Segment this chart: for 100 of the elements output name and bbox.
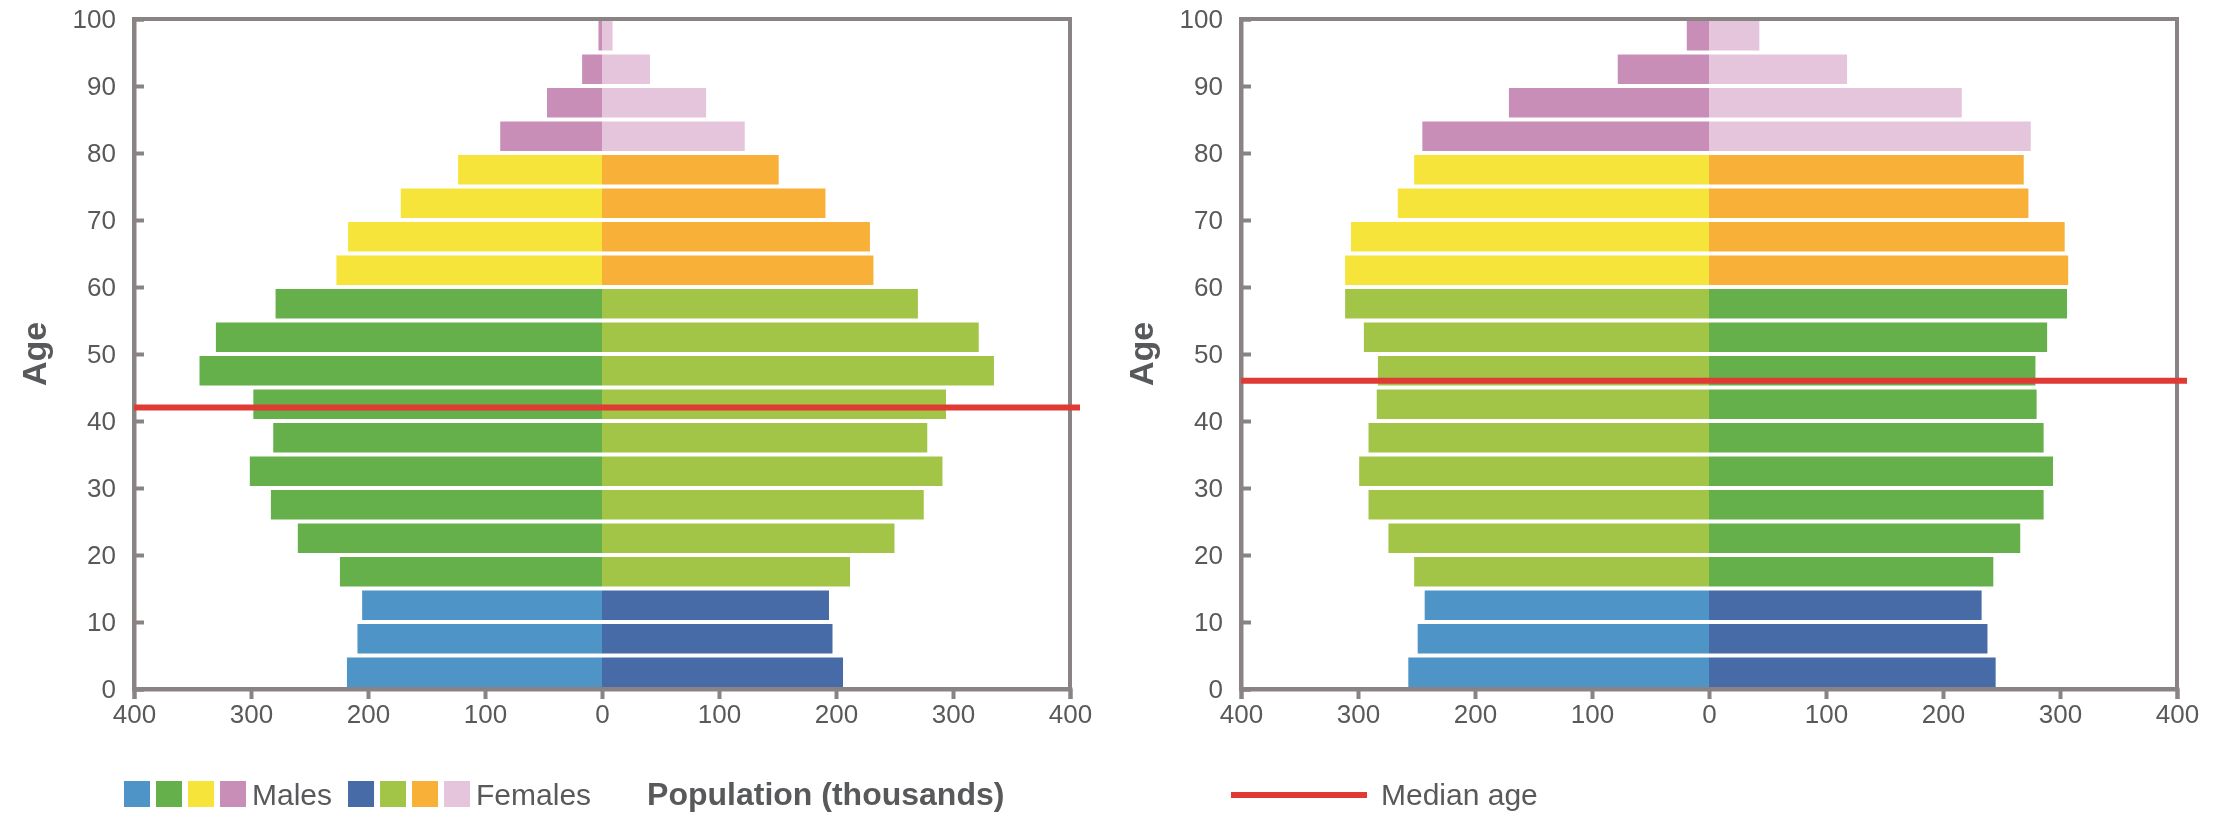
bar xyxy=(602,523,895,553)
bar xyxy=(547,88,602,118)
bar xyxy=(602,121,745,151)
y-tick-label: 40 xyxy=(87,405,116,436)
y-tick-label: 50 xyxy=(87,338,116,369)
bar xyxy=(500,121,602,151)
bar xyxy=(602,188,826,218)
bar xyxy=(1709,54,1848,84)
bar xyxy=(1617,54,1709,84)
x-tick-label: 100 xyxy=(1804,699,1849,730)
y-tick-label: 100 xyxy=(72,3,116,34)
bar xyxy=(1424,590,1709,620)
bar xyxy=(1417,624,1709,654)
bar xyxy=(297,523,602,553)
bar xyxy=(602,155,779,185)
bar xyxy=(362,590,602,620)
x-tick-label: 300 xyxy=(931,699,976,730)
bar xyxy=(1709,289,2068,319)
bar xyxy=(1414,557,1709,587)
bar xyxy=(1345,289,1709,319)
bar xyxy=(1408,657,1709,687)
bar xyxy=(1709,188,2029,218)
bar xyxy=(346,657,602,687)
bar xyxy=(602,222,870,252)
bar xyxy=(1709,121,2031,151)
bar xyxy=(1709,155,2024,185)
bar xyxy=(1709,557,1994,587)
bar xyxy=(602,322,979,352)
y-axis-title: Age xyxy=(15,321,53,387)
bar xyxy=(336,255,602,285)
x-tick-label: 100 xyxy=(463,699,508,730)
x-tick-label: 200 xyxy=(1453,699,1498,730)
bar xyxy=(1508,88,1709,118)
bar xyxy=(357,624,602,654)
y-tick-label: 70 xyxy=(1194,204,1223,235)
legend-label: Median age xyxy=(1381,778,1538,811)
y-tick-label: 60 xyxy=(87,271,116,302)
y-tick-label: 40 xyxy=(1194,405,1223,436)
bar xyxy=(1709,322,2048,352)
bar xyxy=(1709,456,2053,486)
bar xyxy=(1363,322,1709,352)
bar xyxy=(1686,21,1709,51)
bar xyxy=(1350,222,1709,252)
bar xyxy=(602,289,918,319)
x-tick-label: 300 xyxy=(229,699,274,730)
x-tick-label: 100 xyxy=(697,699,742,730)
bar xyxy=(1368,423,1709,453)
bar xyxy=(339,557,602,587)
y-tick-label: 30 xyxy=(1194,472,1223,503)
bar xyxy=(1397,188,1709,218)
bar xyxy=(1359,456,1709,486)
x-axis-title: Population (thousands) xyxy=(647,776,1005,812)
bar xyxy=(602,21,613,51)
bar xyxy=(1709,523,2021,553)
y-tick-label: 80 xyxy=(1194,137,1223,168)
bar xyxy=(602,88,707,118)
bar xyxy=(1709,590,1982,620)
bar xyxy=(1709,423,2044,453)
bar xyxy=(270,490,602,520)
x-tick-label: 200 xyxy=(814,699,859,730)
bar xyxy=(273,423,602,453)
bar xyxy=(458,155,602,185)
bar xyxy=(602,54,650,84)
bar xyxy=(602,557,851,587)
bar xyxy=(400,188,602,218)
bar xyxy=(348,222,602,252)
bar xyxy=(1345,255,1709,285)
bar xyxy=(602,657,844,687)
bar xyxy=(249,456,602,486)
bar xyxy=(1709,255,2069,285)
y-tick-label: 90 xyxy=(87,70,116,101)
bar xyxy=(1709,490,2044,520)
y-axis-title: Age xyxy=(1122,321,1160,387)
bar xyxy=(1388,523,1709,553)
y-tick-label: 90 xyxy=(1194,70,1223,101)
legend-label: Males xyxy=(252,778,333,811)
bar xyxy=(1709,624,1988,654)
bar xyxy=(602,624,833,654)
x-tick-label: 200 xyxy=(1921,699,1966,730)
bar xyxy=(1709,21,1760,51)
y-tick-label: 30 xyxy=(87,472,116,503)
x-tick-label: 0 xyxy=(595,699,610,730)
y-tick-label: 20 xyxy=(1194,539,1223,570)
y-tick-label: 60 xyxy=(1194,271,1223,302)
bar xyxy=(1709,657,1996,687)
y-tick-label: 10 xyxy=(1194,606,1223,637)
y-tick-label: 100 xyxy=(1179,3,1223,34)
bar xyxy=(602,490,924,520)
x-tick-label: 400 xyxy=(1048,699,1093,730)
bar xyxy=(602,456,943,486)
x-tick-label: 400 xyxy=(2155,699,2200,730)
bar xyxy=(602,423,928,453)
bar xyxy=(582,54,602,84)
bar xyxy=(1368,490,1709,520)
y-tick-label: 10 xyxy=(87,606,116,637)
bar xyxy=(1709,222,2065,252)
y-tick-label: 80 xyxy=(87,137,116,168)
bar xyxy=(602,255,874,285)
bar xyxy=(275,289,602,319)
bar xyxy=(602,356,994,386)
